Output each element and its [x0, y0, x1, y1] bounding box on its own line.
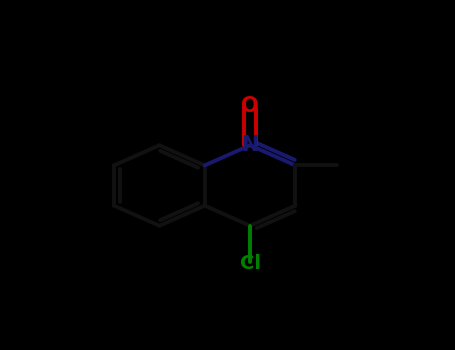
Text: N: N [241, 135, 259, 155]
Text: Cl: Cl [240, 254, 261, 273]
Text: O: O [241, 96, 259, 116]
